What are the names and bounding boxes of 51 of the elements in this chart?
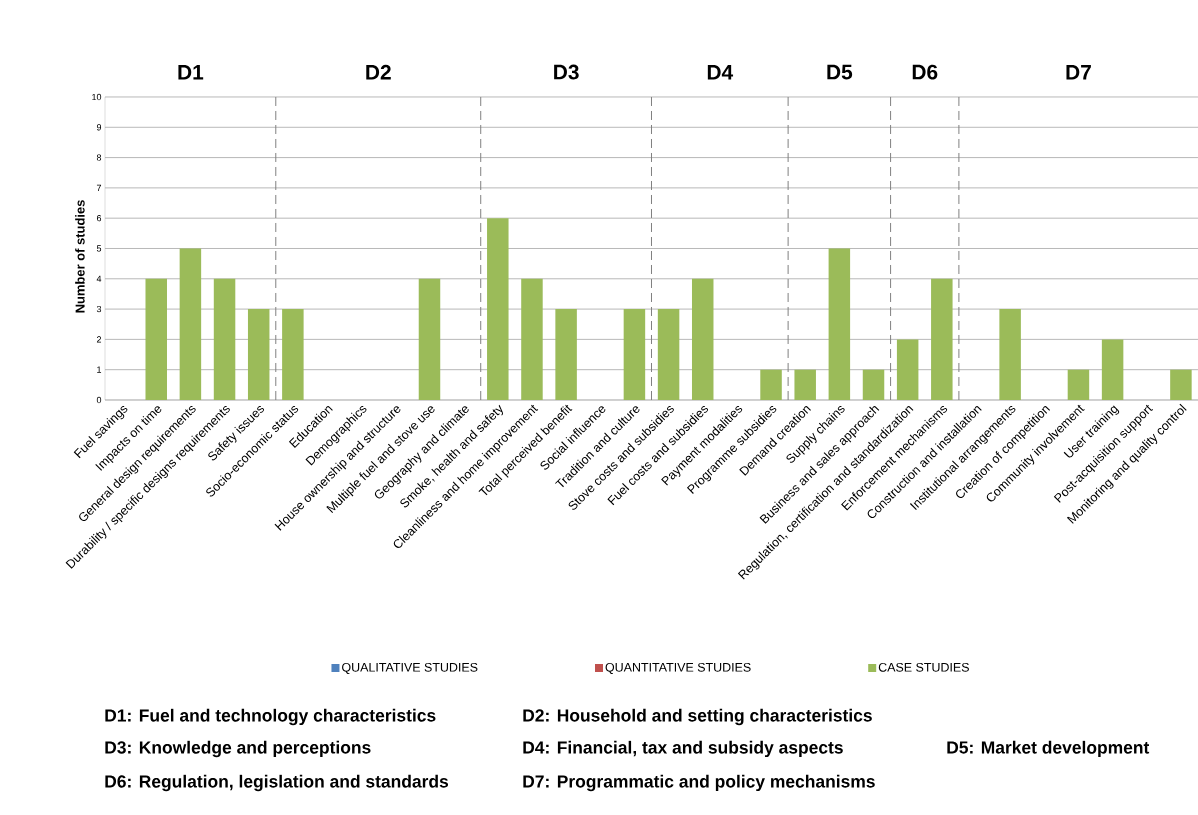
text: D1 [178, 65, 204, 80]
text: D2: Household and setting characteristics [523, 708, 872, 726]
text: D4 [707, 65, 734, 80]
text: D3: Knowledge and perceptions [105, 740, 371, 758]
bar [418, 278, 441, 400]
text: D7 [1066, 65, 1091, 80]
bar [1170, 369, 1192, 400]
bar [282, 309, 304, 400]
bar [555, 309, 577, 400]
bar [862, 369, 885, 400]
y-tick-label: 3 [96, 305, 102, 313]
y-tick-label: 9 [96, 124, 102, 131]
bar [999, 309, 1021, 400]
bar [179, 248, 202, 400]
bar [487, 218, 509, 400]
text: D7: Programmatic and policy mechanisms [523, 774, 875, 792]
bar [896, 339, 919, 400]
y-tick-label: 7 [96, 184, 102, 191]
bar [1101, 339, 1124, 400]
bar [1067, 369, 1090, 400]
text: D3 [554, 64, 579, 80]
bar [213, 278, 236, 400]
y-tick-label: 10 [92, 93, 102, 101]
y-tick-label: 4 [96, 275, 102, 282]
text: D5 [827, 64, 853, 80]
legend-label: CASE STUDIES [878, 662, 969, 672]
y-tick-label: 0 [96, 396, 102, 404]
bar [623, 309, 646, 400]
text: D6 [912, 64, 938, 80]
legend-label: QUANTITATIVE STUDIES [605, 662, 751, 674]
text: D1: Fuel and technology characteristics [105, 708, 436, 726]
y-tick-label: 8 [96, 154, 102, 161]
bar [828, 248, 851, 400]
y-tick-label: 2 [96, 336, 102, 343]
y-tick-label: 6 [96, 215, 102, 222]
bar [794, 369, 816, 400]
y-tick-label: 1 [97, 366, 102, 373]
bar [760, 369, 782, 400]
bar [691, 278, 714, 400]
bar [145, 278, 167, 400]
bar [657, 309, 680, 400]
bar [521, 278, 543, 400]
text: D6: Regulation, legislation and standards [105, 774, 449, 792]
bar [247, 309, 270, 400]
y-tick-label: 5 [96, 245, 102, 252]
y-axis-title: Number of studies [75, 200, 85, 313]
text: D2 [366, 64, 391, 80]
text: D5: Market development [947, 740, 1150, 758]
bar [931, 278, 953, 400]
legend-label: QUALITATIVE STUDIES [342, 662, 478, 674]
text: D4: Financial, tax and subsidy aspects [523, 740, 843, 758]
